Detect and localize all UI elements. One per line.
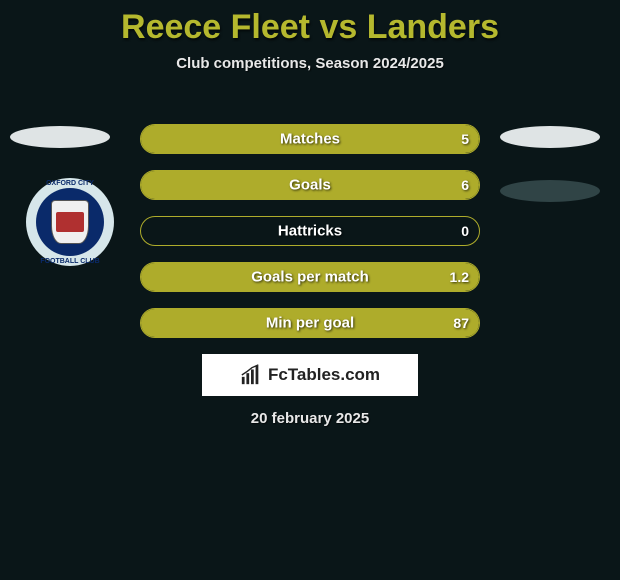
chart-icon xyxy=(240,364,262,386)
player-left-shadow xyxy=(10,126,110,148)
stat-row: Goals 6 xyxy=(140,170,480,200)
stats-bars: Matches 5 Goals 6 Hattricks 0 Goals per match 1… xyxy=(140,124,480,354)
stat-label: Hattricks xyxy=(278,223,342,240)
stat-row: Matches 5 xyxy=(140,124,480,154)
badge-text-top: OXFORD CITY xyxy=(26,180,114,187)
stat-row: Goals per match 1.2 xyxy=(140,262,480,292)
stat-value-right: 0 xyxy=(461,223,469,239)
player-right-shadow-2 xyxy=(500,180,600,202)
player-right-shadow xyxy=(500,126,600,148)
stat-value-right: 87 xyxy=(453,315,469,331)
badge-text-bottom: FOOTBALL CLUB xyxy=(26,258,114,265)
attribution-text: FcTables.com xyxy=(268,365,380,385)
stat-label: Goals per match xyxy=(251,269,369,286)
stat-label: Matches xyxy=(280,131,340,148)
stat-label: Goals xyxy=(289,177,331,194)
page-title: Reece Fleet vs Landers xyxy=(0,0,620,47)
subtitle: Club competitions, Season 2024/2025 xyxy=(0,55,620,72)
stat-label: Min per goal xyxy=(266,315,354,332)
attribution-box: FcTables.com xyxy=(202,354,418,396)
stat-value-right: 1.2 xyxy=(450,269,469,285)
stat-row: Min per goal 87 xyxy=(140,308,480,338)
club-badge-left: OXFORD CITY FOOTBALL CLUB xyxy=(26,178,114,266)
badge-shield xyxy=(51,200,89,244)
stat-value-right: 6 xyxy=(461,177,469,193)
footer-date: 20 february 2025 xyxy=(251,410,369,427)
badge-inner xyxy=(36,188,104,256)
stat-value-right: 5 xyxy=(461,131,469,147)
stat-row: Hattricks 0 xyxy=(140,216,480,246)
